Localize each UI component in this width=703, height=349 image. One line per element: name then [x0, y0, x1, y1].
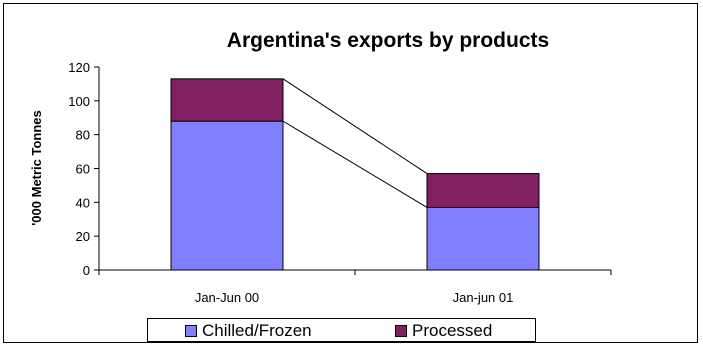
- series-line-1: [282, 78, 428, 174]
- y-tick-label: 0: [83, 263, 90, 278]
- series-line-0: [282, 120, 428, 208]
- plot-area: Jan-Jun 00 Jan-jun 01 0 20 40 60 80 100 120: [68, 60, 612, 305]
- y-tick-label: 80: [76, 128, 90, 143]
- x-tick-label: Jan-jun 01: [453, 290, 514, 305]
- legend-label-processed: Processed: [412, 321, 493, 340]
- chart-title: Argentina's exports by products: [227, 29, 549, 52]
- y-tick-label: 20: [76, 229, 90, 244]
- y-axis-label: '000 Metric Tonnes: [29, 110, 44, 226]
- y-tick-label: 60: [76, 162, 90, 177]
- x-tick-label: Jan-Jun 00: [195, 290, 259, 305]
- legend-item-chilled-frozen: Chilled/Frozen: [185, 321, 312, 341]
- legend-label-chilled-frozen: Chilled/Frozen: [202, 321, 312, 340]
- y-tick-label: 120: [68, 60, 90, 75]
- chart-frame: [3, 3, 698, 343]
- bar-chilled-frozen-0: [170, 120, 284, 271]
- legend: Chilled/Frozen Processed: [147, 318, 536, 342]
- y-tick-label: 100: [68, 94, 90, 109]
- legend-swatch-processed: [395, 325, 407, 337]
- y-tick-label: 40: [76, 195, 90, 210]
- bar-processed-1: [426, 173, 540, 208]
- legend-swatch-chilled-frozen: [185, 325, 197, 337]
- bar-processed-0: [170, 78, 284, 122]
- legend-item-processed: Processed: [395, 321, 492, 341]
- bar-chilled-frozen-1: [426, 206, 540, 271]
